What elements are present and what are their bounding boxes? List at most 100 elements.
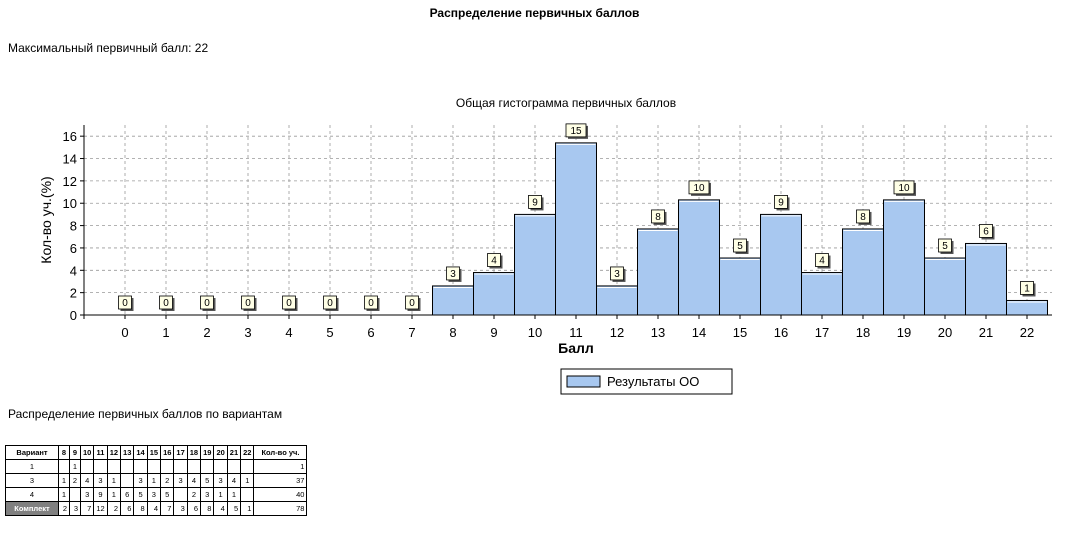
data-label-box: [1020, 281, 1034, 295]
variants-header-score: 19: [200, 445, 215, 460]
data-label: 0: [286, 298, 292, 309]
data-label: 3: [450, 269, 456, 280]
x-tick-label: 13: [651, 325, 665, 340]
x-tick-label: 3: [244, 325, 251, 340]
data-label: 5: [942, 241, 948, 252]
table-cell: 9: [93, 487, 108, 502]
y-tick-label: 16: [63, 129, 77, 144]
data-label: 0: [163, 298, 169, 309]
y-tick-label: 12: [63, 174, 77, 189]
table-cell: 3: [146, 487, 162, 502]
x-tick-label: 12: [610, 325, 624, 340]
table-cell: 2: [186, 487, 202, 502]
histogram-chart: Общая гистограмма первичных баллов 0 0 0 0 0 0…: [38, 96, 1052, 395]
variants-header-score: 14: [133, 445, 148, 460]
bar: [678, 199, 720, 316]
data-label: 15: [570, 126, 582, 137]
data-label-box: [610, 266, 624, 281]
data-label: 8: [655, 212, 661, 223]
table-cell: [160, 459, 175, 474]
data-label-box: [688, 180, 710, 195]
table-cell: 3: [173, 473, 188, 488]
data-label: 0: [245, 298, 251, 309]
legend-swatch: [566, 375, 601, 388]
table-cell: [93, 459, 108, 474]
data-label-box: [774, 195, 788, 209]
variants-header-score: 15: [146, 445, 162, 460]
variants-table-header: Вариант 8 9 10 11 12 13 14 15 16 17 18 19 20 21 22 Кол-в…: [5, 445, 308, 460]
data-label: 0: [409, 298, 415, 309]
data-label-box: [893, 180, 915, 195]
table-cell: 3: [173, 501, 188, 516]
table-cell: [69, 487, 81, 502]
data-label: 5: [737, 241, 743, 252]
variants-header-score: 22: [240, 445, 255, 460]
data-label-box: [979, 224, 993, 238]
y-tick-label: 4: [70, 263, 77, 278]
data-label: 1: [1024, 283, 1030, 294]
variant-count-cell: 37: [253, 473, 308, 488]
variant-name-cell: 4: [5, 487, 59, 502]
bar: [842, 228, 884, 316]
data-label-box: [528, 195, 542, 209]
variants-header-count: Кол-во уч.: [253, 445, 308, 460]
x-tick-label: 21: [979, 325, 993, 340]
variants-section-title: Распределение первичных баллов по вариан…: [8, 407, 283, 421]
table-cell: 1: [213, 487, 228, 502]
table-cell: 1: [240, 501, 255, 516]
bar: [514, 213, 556, 316]
table-cell: 7: [160, 501, 175, 516]
table-cell: 2: [106, 501, 122, 516]
bar: [637, 228, 679, 316]
x-tick-label: 14: [692, 325, 706, 340]
variants-header-score: 11: [93, 445, 108, 460]
table-cell: [226, 459, 242, 474]
table-cell: 2: [160, 473, 175, 488]
table-cell: 1: [58, 487, 70, 502]
table-cell: 6: [120, 501, 135, 516]
data-label-box: [487, 253, 501, 267]
data-label-box: [118, 295, 132, 310]
variants-header-score: 17: [173, 445, 188, 460]
data-label: 0: [368, 298, 374, 309]
table-cell: [79, 459, 95, 474]
table-cell: 12: [93, 501, 108, 516]
data-label: 10: [898, 183, 910, 194]
table-cell: [120, 459, 135, 474]
table-cell: 4: [79, 473, 95, 488]
data-label: 3: [614, 269, 620, 280]
table-cell: [106, 459, 122, 474]
variants-header-score: 20: [213, 445, 228, 460]
table-cell: 1: [58, 473, 70, 488]
table-cell: 6: [186, 501, 202, 516]
y-tick-label: 2: [70, 286, 77, 301]
variants-table: Вариант 8 9 10 11 12 13 14 15 16 17 18 19 20 21 22 Кол-в…: [5, 445, 308, 516]
x-tick-label: 15: [733, 325, 747, 340]
x-axis-title: Балл: [558, 340, 594, 356]
table-cell: 1: [226, 487, 242, 502]
table-cell: 3: [200, 487, 215, 502]
variant-name-cell: 1: [5, 459, 59, 474]
data-label-box: [565, 123, 587, 138]
data-label: 0: [327, 298, 333, 309]
variant-name-cell: Комплект: [5, 501, 59, 516]
x-tick-label: 9: [490, 325, 497, 340]
table-cell: 1: [106, 487, 122, 502]
x-tick-label: 4: [285, 325, 292, 340]
table-cell: [186, 459, 202, 474]
table-cell: 2: [58, 501, 70, 516]
table-cell: [58, 459, 70, 474]
table-cell: 3: [133, 473, 148, 488]
data-label-box: [856, 209, 870, 224]
table-cell: 4: [226, 473, 242, 488]
x-tick-label: 22: [1020, 325, 1034, 340]
y-tick-label: 10: [63, 196, 77, 211]
data-label-box: [938, 238, 952, 253]
data-label-box: [200, 295, 214, 310]
table-cell: 3: [93, 473, 108, 488]
data-label: 0: [122, 298, 128, 309]
x-tick-label: 20: [938, 325, 952, 340]
variant-name-cell: 3: [5, 473, 59, 488]
x-tick-label: 19: [897, 325, 911, 340]
